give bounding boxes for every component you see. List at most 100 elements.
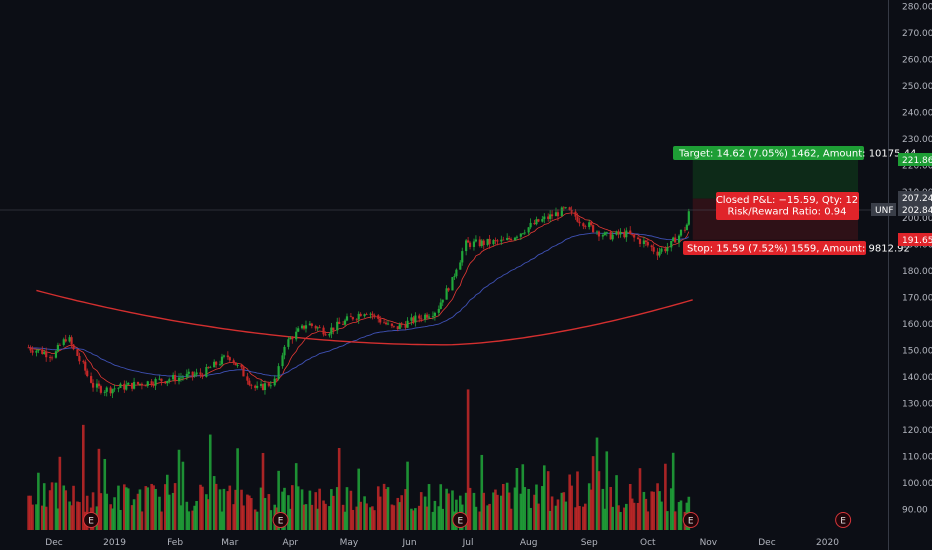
candle-body	[466, 240, 470, 243]
volume-bar	[124, 487, 128, 530]
candle-body	[513, 237, 517, 241]
volume-bar	[505, 482, 509, 530]
candle-body	[316, 327, 319, 329]
volume-bar	[126, 488, 130, 530]
volume-bar	[177, 449, 181, 530]
candle-body	[642, 240, 645, 244]
candle-body	[123, 383, 126, 390]
volume-bar	[492, 492, 495, 530]
volume-bar	[207, 499, 210, 530]
candle-body	[281, 355, 284, 367]
time-axis[interactable]: Dec 2019 Feb Mar Apr May Jun Jul Aug Sep Oct Nov Dec…	[45, 538, 839, 548]
volume-bar	[236, 448, 239, 530]
volume-bar	[468, 487, 472, 530]
candle-body	[447, 288, 450, 291]
volume-bar	[441, 508, 445, 530]
volume-bar	[167, 494, 171, 530]
x-tick-label: Sep	[581, 538, 598, 548]
candle-body	[496, 240, 499, 242]
volume-bar	[263, 498, 267, 530]
candle-body	[537, 219, 540, 222]
volume-bar	[300, 489, 304, 530]
candle-body	[521, 233, 524, 235]
candle-body	[201, 374, 204, 377]
candle-body	[351, 317, 354, 320]
candle-body	[50, 357, 54, 359]
high-price-text: 207.24	[902, 194, 932, 204]
volume-bar	[628, 484, 632, 530]
candle-body	[117, 387, 120, 389]
earnings-marker[interactable]	[272, 512, 289, 528]
candle-body	[461, 251, 464, 263]
volume-bar	[35, 504, 38, 530]
candle-body	[410, 317, 413, 321]
axis-badges: 221.86 207.24 UNF 202.84 191.65	[871, 153, 932, 246]
y-tick-label: 250.00	[902, 82, 932, 92]
volume-bar	[574, 507, 577, 530]
volume-bar	[42, 483, 46, 530]
volume-bar	[535, 484, 538, 530]
candle-body	[304, 325, 308, 329]
candle-body	[187, 371, 190, 374]
candle-body	[97, 383, 101, 387]
volume-bar	[376, 486, 380, 530]
candle-body	[283, 346, 286, 356]
candle-body	[119, 383, 122, 388]
y-tick-label: 160.00	[902, 320, 932, 330]
candle-body	[37, 349, 40, 351]
candle-body	[90, 376, 93, 383]
candle-body	[259, 384, 263, 386]
candle-body	[328, 333, 331, 336]
candle-body	[256, 385, 259, 388]
volume-bar	[488, 503, 491, 530]
price-axis[interactable]: 280.00 270.00 260.00 250.00 240.00 230.00 220.…	[888, 0, 932, 550]
volume-bar	[130, 505, 134, 530]
x-tick-label: Aug	[520, 538, 538, 548]
candle-body	[222, 355, 226, 357]
volume-bar	[480, 454, 484, 530]
candle-body	[631, 234, 634, 235]
candle-body	[363, 314, 366, 317]
volume-bar	[523, 487, 527, 530]
candle-body	[181, 377, 185, 379]
volume-bar	[562, 492, 566, 530]
candle-body	[297, 328, 300, 332]
volume-bar	[513, 487, 517, 530]
earnings-marker[interactable]	[682, 512, 699, 528]
candle-body	[318, 327, 321, 329]
earnings-marker[interactable]	[835, 512, 852, 528]
volume-bar	[359, 501, 362, 530]
candle-body	[209, 367, 212, 369]
candle-body	[383, 322, 386, 324]
candle-body	[658, 251, 661, 256]
volume-bar	[664, 463, 667, 530]
candle-body	[58, 344, 61, 346]
volume-bar	[318, 488, 321, 530]
candle-body	[146, 381, 149, 386]
earnings-marker[interactable]	[452, 512, 469, 528]
candle-body	[70, 337, 73, 345]
volume-bars	[27, 389, 691, 530]
candle-body	[404, 324, 407, 328]
candle-body	[674, 237, 677, 243]
volume-bar	[486, 505, 489, 530]
candle-body	[125, 384, 128, 390]
candle-body	[154, 378, 157, 386]
earnings-marker[interactable]	[83, 512, 100, 528]
candle-body	[195, 372, 198, 375]
volume-bar	[195, 500, 198, 530]
volume-bar	[392, 505, 396, 530]
position-labels[interactable]: Target: 14.62 (7.05%) 1462, Amount: 1017…	[673, 146, 916, 255]
x-tick-label: Nov	[700, 538, 718, 548]
candle-body	[164, 381, 167, 384]
volume-bar	[281, 491, 284, 530]
last-price-badge	[898, 203, 932, 216]
candle-body	[228, 357, 231, 361]
candle-body	[220, 356, 224, 365]
volume-bar	[496, 494, 499, 530]
volume-bar	[650, 491, 654, 530]
volume-bar	[291, 485, 294, 530]
